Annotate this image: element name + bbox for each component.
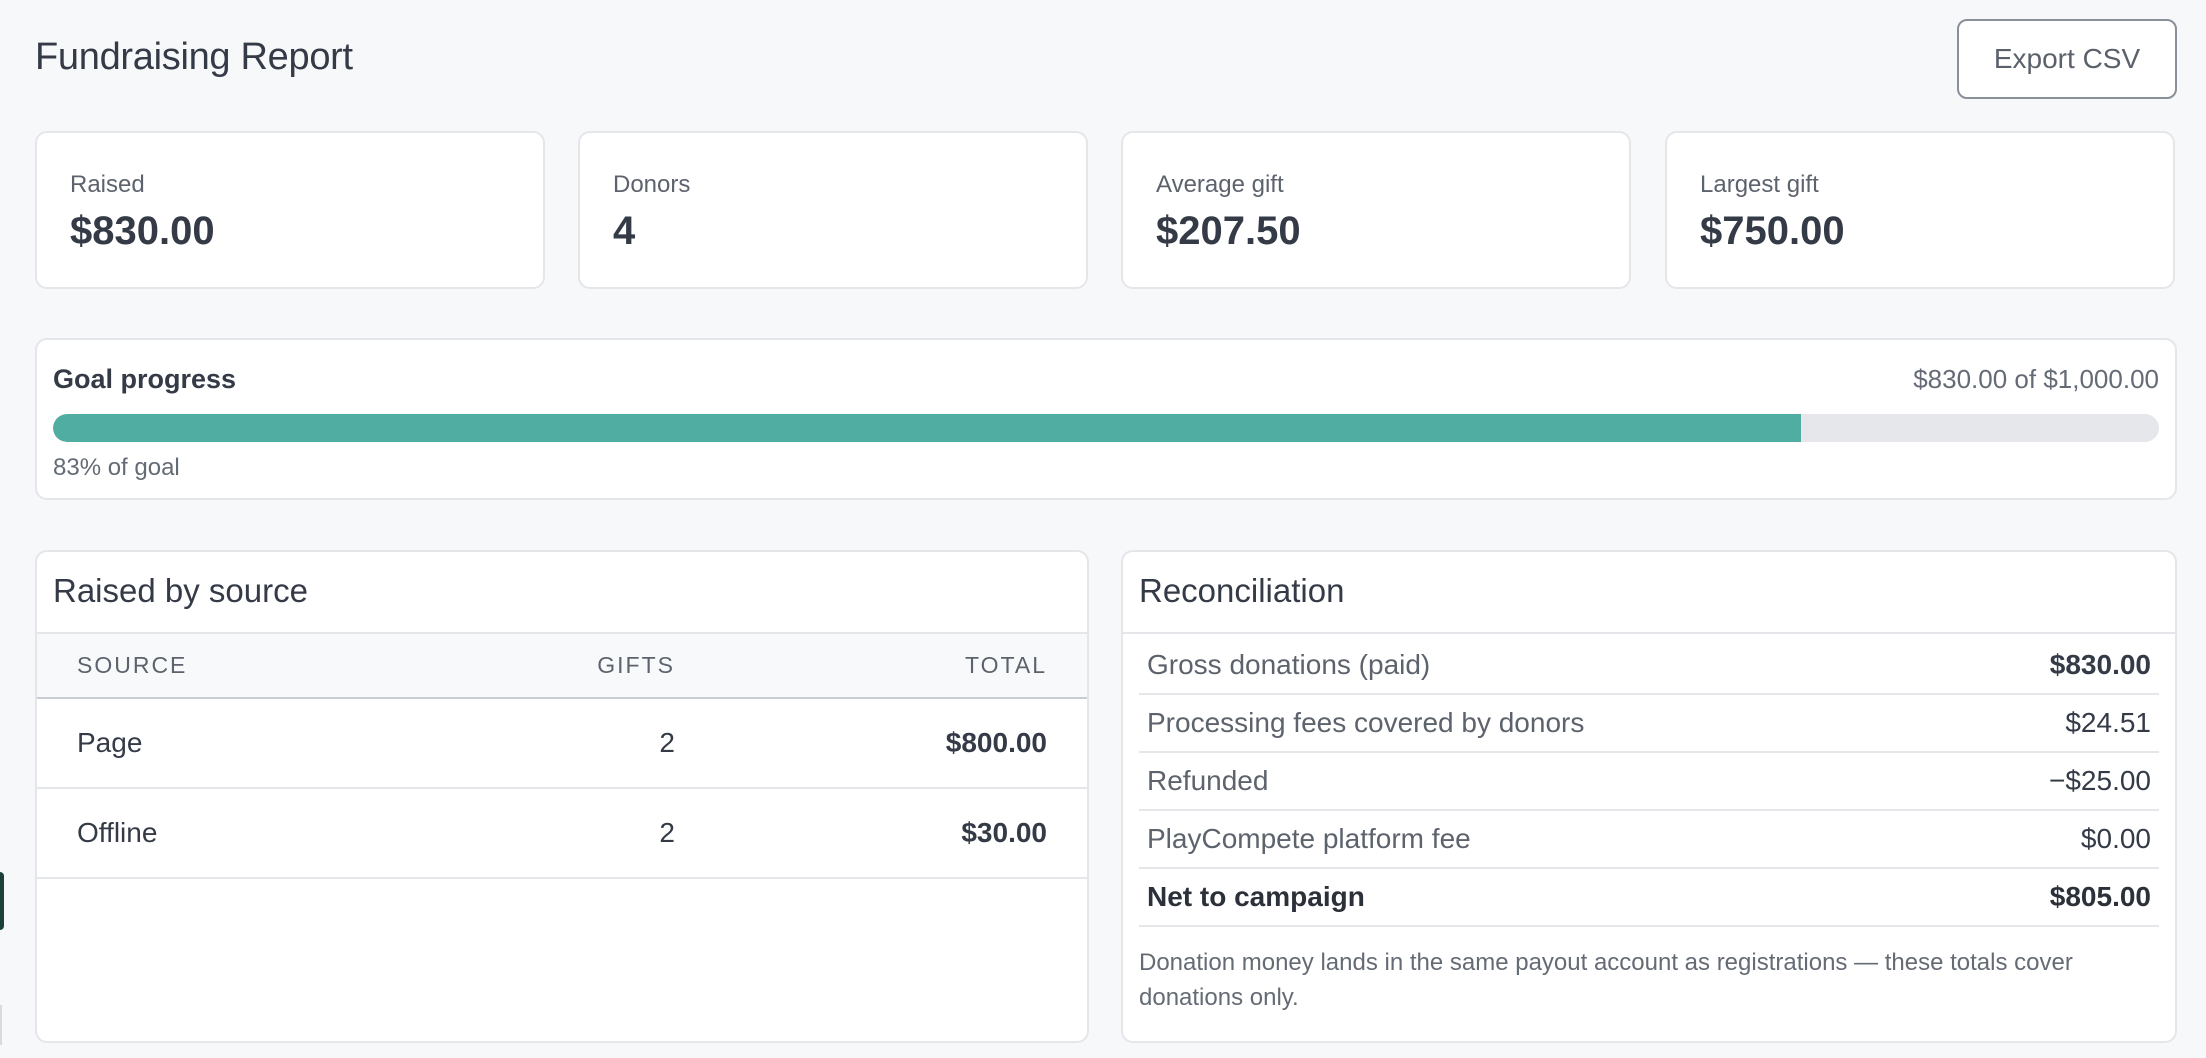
reconciliation-card: Reconciliation Gross donations (paid) $8… — [1121, 550, 2177, 1043]
recon-label: PlayCompete platform fee — [1139, 810, 1949, 869]
page-title: Fundraising Report — [35, 36, 353, 78]
goal-progress-title: Goal progress — [53, 364, 237, 394]
column-header-gifts: GIFTS — [427, 634, 675, 699]
recon-amount: $830.00 — [1948, 636, 2159, 695]
stat-label: Largest gift — [1700, 171, 1819, 198]
table-row: Page 2 $800.00 — [37, 698, 1087, 789]
goal-progress-track — [53, 414, 2159, 442]
recon-label: Refunded — [1139, 752, 1949, 811]
recon-row-gross: Gross donations (paid) $830.00 — [1139, 636, 2159, 695]
stat-value: 4 — [613, 209, 636, 253]
stat-card-raised: Raised $830.00 — [35, 131, 545, 289]
recon-amount: −$25.00 — [1948, 752, 2159, 811]
raised-by-source-title: Raised by source — [37, 552, 1087, 634]
stat-label: Average gift — [1156, 171, 1284, 198]
recon-row-net: Net to campaign $805.00 — [1139, 868, 2159, 927]
recon-amount: $24.51 — [1948, 694, 2159, 753]
recon-row-processing-fees: Processing fees covered by donors $24.51 — [1139, 694, 2159, 753]
total-cell: $800.00 — [675, 698, 1087, 789]
stat-card-average-gift: Average gift $207.50 — [1121, 131, 1631, 289]
side-drawer-handle[interactable] — [0, 872, 4, 930]
reconciliation-note: Donation money lands in the same payout … — [1139, 949, 2073, 1011]
reconciliation-table: Gross donations (paid) $830.00 Processin… — [1139, 636, 2159, 927]
reconciliation-title: Reconciliation — [1123, 552, 2175, 634]
goal-progress-card: Goal progress $830.00 of $1,000.00 83% o… — [35, 338, 2177, 500]
source-cell: Offline — [37, 788, 427, 879]
goal-progress-fill — [53, 414, 1801, 442]
recon-amount: $805.00 — [1948, 868, 2159, 927]
stat-value: $830.00 — [70, 209, 215, 253]
raised-by-source-card: Raised by source SOURCE GIFTS TOTAL Page… — [35, 550, 1089, 1043]
source-cell: Page — [37, 698, 427, 789]
recon-amount: $0.00 — [1948, 810, 2159, 869]
recon-label: Net to campaign — [1139, 868, 1949, 927]
goal-amount-text: $830.00 of $1,000.00 — [1913, 364, 2159, 394]
column-header-source: SOURCE — [37, 634, 427, 699]
table-row: Offline 2 $30.00 — [37, 788, 1087, 879]
recon-label: Gross donations (paid) — [1139, 636, 1949, 695]
stat-label: Donors — [613, 171, 691, 198]
column-header-total: TOTAL — [675, 634, 1087, 699]
source-table: SOURCE GIFTS TOTAL Page 2 $800.00 Offlin… — [37, 634, 1087, 879]
goal-percent-text: 83% of goal — [53, 454, 180, 481]
recon-row-refunded: Refunded −$25.00 — [1139, 752, 2159, 811]
gifts-cell: 2 — [427, 788, 675, 879]
export-csv-button[interactable]: Export CSV — [1957, 19, 2177, 99]
recon-row-platform-fee: PlayCompete platform fee $0.00 — [1139, 810, 2159, 869]
stat-value: $207.50 — [1156, 209, 1301, 253]
stat-card-donors: Donors 4 — [578, 131, 1088, 289]
stat-card-largest-gift: Largest gift $750.00 — [1665, 131, 2175, 289]
total-cell: $30.00 — [675, 788, 1087, 879]
stat-value: $750.00 — [1700, 209, 1845, 253]
gifts-cell: 2 — [427, 698, 675, 789]
edge-divider — [0, 1005, 2, 1045]
table-header-row: SOURCE GIFTS TOTAL — [37, 634, 1087, 699]
recon-label: Processing fees covered by donors — [1139, 694, 1949, 753]
stat-label: Raised — [70, 171, 145, 198]
